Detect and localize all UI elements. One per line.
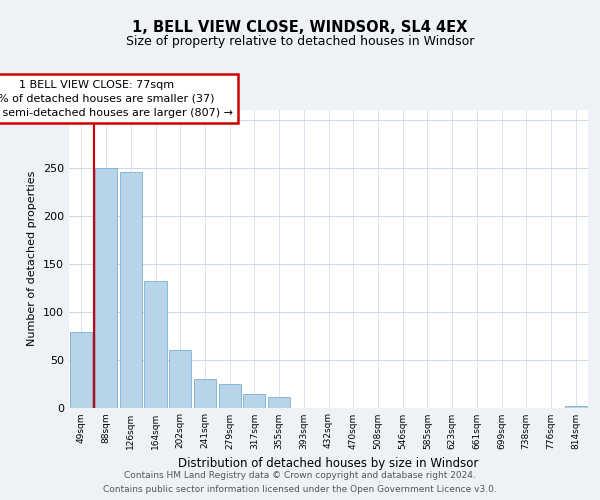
Bar (268, 397, 290, 407)
Text: Size of property relative to detached houses in Windsor: Size of property relative to detached ho… (126, 34, 474, 48)
Bar (243, 394, 265, 407)
Bar (169, 350, 191, 408)
Bar (70, 332, 92, 407)
Text: Contains public sector information licensed under the Open Government Licence v3: Contains public sector information licen… (103, 484, 497, 494)
Y-axis label: Number of detached properties: Number of detached properties (28, 171, 37, 346)
Bar (194, 378, 216, 408)
Bar (565, 406, 587, 407)
Bar (218, 384, 241, 407)
Text: Contains HM Land Registry data © Crown copyright and database right 2024.: Contains HM Land Registry data © Crown c… (124, 472, 476, 480)
X-axis label: Distribution of detached houses by size in Windsor: Distribution of detached houses by size … (178, 457, 479, 470)
Text: 1 BELL VIEW CLOSE: 77sqm
← 4% of detached houses are smaller (37)
95% of semi-de: 1 BELL VIEW CLOSE: 77sqm ← 4% of detache… (0, 80, 233, 118)
Bar (95, 168, 117, 408)
Bar (119, 172, 142, 408)
Bar (145, 281, 167, 407)
Text: 1, BELL VIEW CLOSE, WINDSOR, SL4 4EX: 1, BELL VIEW CLOSE, WINDSOR, SL4 4EX (133, 20, 467, 35)
